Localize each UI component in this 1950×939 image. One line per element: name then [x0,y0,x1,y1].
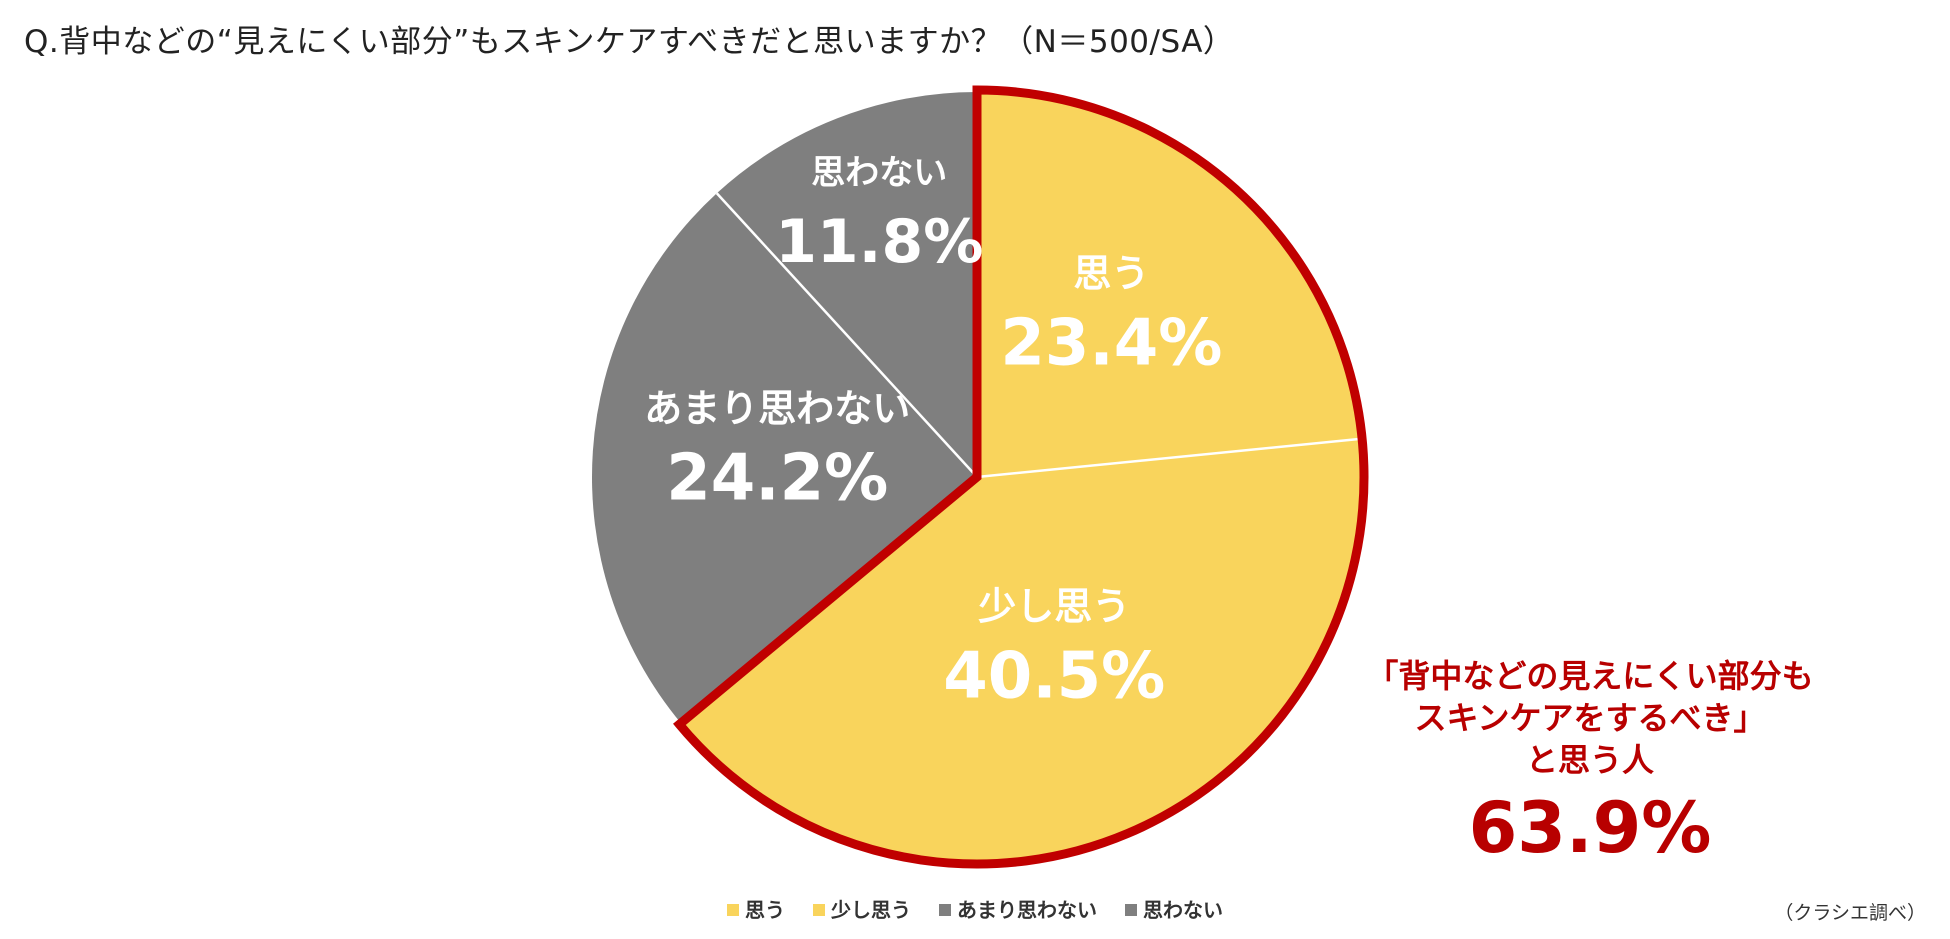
legend-swatch-1 [727,903,739,916]
pie-slice-2 [680,438,1362,862]
legend-item-3: あまり思わない [939,894,1097,923]
slice-separator-4 [715,192,978,478]
legend-item-4: 思わない [1125,894,1223,923]
slice-label-name-4: 思わない [811,153,947,193]
slice-label-name-3: あまり思わない [644,386,910,430]
callout-value: 63.9% [1468,787,1712,869]
summary-callout: 「背中などの見えにくい部分も スキンケアをするべき」 と思う人 63.9% [1330,655,1850,871]
pie-chart: 思う 23.4% 少し思う 40.5% あまり思わない 24.2% 思わない 11.8% [592,85,1369,869]
legend-label-4: 思わない [1143,898,1223,922]
slice-label-value-4: 11.8% [775,207,983,277]
legend-swatch-4 [1125,903,1137,916]
pie-slice-3 [592,193,977,724]
slice-label-name-1: 思う [1073,252,1149,296]
callout-line-3: と思う人 [1525,741,1654,779]
slice-separator-2 [976,437,1361,479]
highlight-outline [673,85,1369,869]
slice-label-value-3: 24.2% [666,441,888,515]
pie-slice-4 [716,92,977,477]
slice-label-value-2: 40.5% [943,640,1165,714]
source-note: （クラシエ調べ） [1774,902,1926,924]
legend-label-3: あまり思わない [957,898,1097,922]
legend: 思う 少し思う あまり思わない 思わない [0,894,1950,923]
slice-label-value-1: 23.4% [1000,307,1222,381]
callout-line-2: スキンケアをするべき」 [1414,699,1766,737]
legend-label-2: 少し思う [831,898,911,922]
slice-label-name-2: 少し思う [978,585,1130,629]
legend-item-1: 思う [727,894,785,923]
pie-slice-1 [977,92,1361,477]
pie-slices [592,92,1362,862]
legend-swatch-3 [939,903,951,916]
callout-line-1: 「背中などの見えにくい部分も [1366,657,1814,695]
chart-title: Q.背中などの“見えにくい部分”もスキンケアすべきだと思いますか？（N＝500/… [24,24,1235,60]
legend-label-1: 思う [745,898,785,922]
pie-labels: 思う 23.4% 少し思う 40.5% あまり思わない 24.2% 思わない 11.8% [644,153,1222,714]
legend-item-2: 少し思う [813,894,911,923]
legend-swatch-2 [813,903,825,916]
